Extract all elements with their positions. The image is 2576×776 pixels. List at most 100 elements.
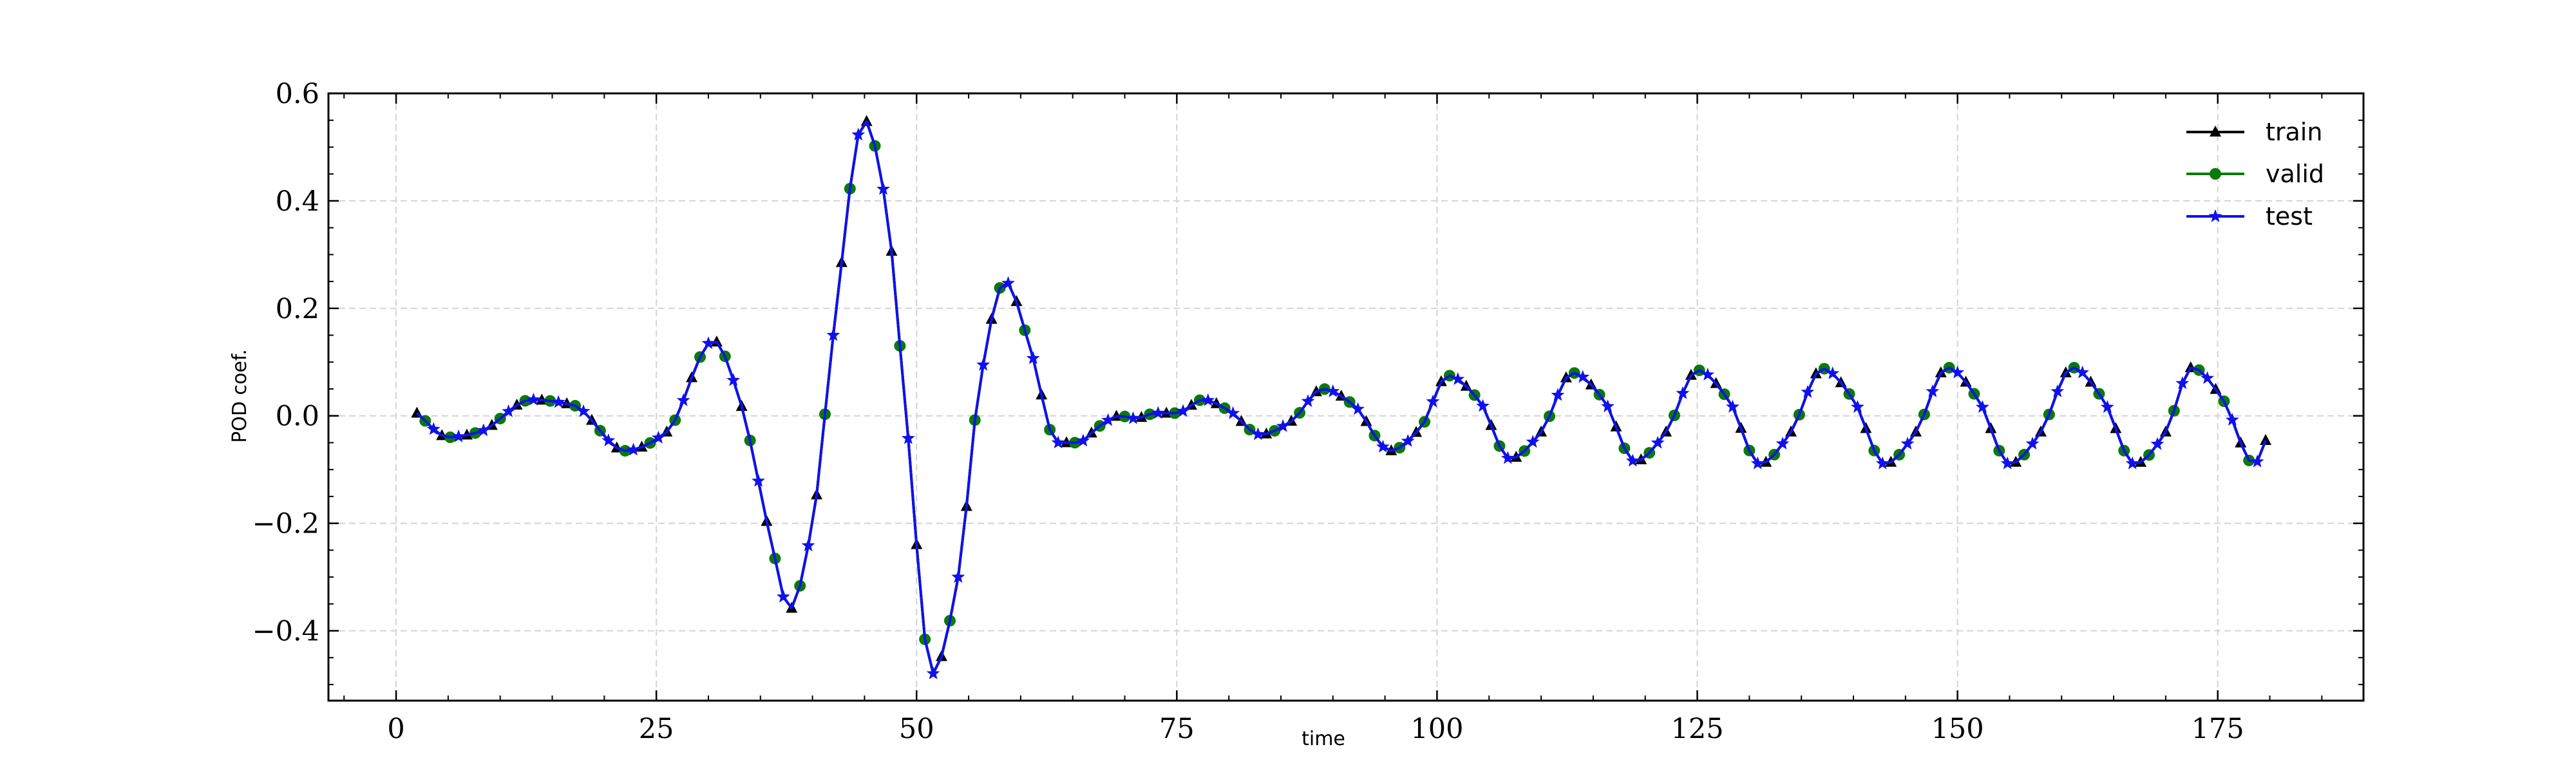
data-point-test <box>1451 372 1465 385</box>
x-axis-label: time <box>1302 728 1345 750</box>
data-point-test <box>2201 371 2214 384</box>
y-tick-label: −0.4 <box>252 616 319 648</box>
data-point-test <box>1251 427 1265 440</box>
data-point-test <box>527 392 540 406</box>
data-point-test <box>426 422 440 435</box>
data-point-test <box>1201 393 1215 406</box>
data-point-test <box>1051 435 1065 449</box>
data-point-test <box>1826 366 1840 379</box>
x-tick-label: 25 <box>639 713 674 745</box>
y-tick-label: 0.6 <box>276 78 319 110</box>
data-point-test <box>1226 406 1240 419</box>
y-tick-label: 0.0 <box>276 401 319 433</box>
data-point-test <box>1926 384 1940 397</box>
data-point-test <box>901 431 915 444</box>
legend-item-valid: valid <box>2186 160 2324 188</box>
data-point-test <box>1101 413 1115 426</box>
data-point-test <box>2025 437 2040 450</box>
data-point-test <box>2175 376 2190 390</box>
legend-label: valid <box>2266 160 2324 188</box>
data-point-test <box>1776 437 1790 450</box>
data-point-test <box>1975 400 1989 413</box>
data-point-test <box>576 404 591 417</box>
data-point-test <box>976 357 990 371</box>
axes: 0 25 50 75 100 125 150 175 −0.4 −0.2 0.0 0.2 0.4 0.6 <box>252 78 2365 745</box>
data-point-test <box>1851 400 1864 413</box>
data-point-test <box>551 395 565 408</box>
x-tick-label: 175 <box>2192 713 2244 745</box>
data-point-test <box>2250 454 2264 468</box>
data-point-test <box>1951 365 1965 379</box>
data-point-test <box>1501 451 1515 464</box>
data-point-test <box>826 328 840 341</box>
x-tick-label: 100 <box>1410 713 1463 745</box>
data-point-test <box>1551 388 1565 401</box>
data-point-test <box>1351 402 1365 415</box>
data-point-test <box>1276 419 1290 432</box>
data-point-test <box>1376 439 1390 453</box>
data-point-test <box>1750 456 1765 469</box>
data-point-train <box>2260 433 2272 445</box>
data-point-test <box>1026 351 1040 364</box>
data-point-test <box>1426 394 1440 408</box>
legend: train valid test <box>2186 118 2324 231</box>
x-tick-label: 0 <box>387 713 404 745</box>
data-point-test <box>1601 399 1615 413</box>
legend-item-train: train <box>2186 118 2322 146</box>
legend-item-test: test <box>2186 202 2313 231</box>
data-point-test <box>1401 433 1415 447</box>
x-tick-label: 50 <box>899 713 934 745</box>
y-axis-label: POD coef. <box>229 349 251 443</box>
data-point-test <box>477 423 491 437</box>
data-point-test <box>2000 456 2014 469</box>
data-point-test <box>627 442 641 456</box>
data-point-test <box>1676 386 1690 399</box>
data-point-test <box>1625 453 1640 467</box>
data-point-test <box>1001 276 1015 289</box>
data-point-test <box>2100 400 2114 413</box>
data-point-test <box>676 393 690 406</box>
data-point-test <box>502 404 516 417</box>
legend-label: test <box>2266 202 2313 231</box>
data-point-test <box>1326 384 1340 397</box>
data-point-test <box>726 373 741 386</box>
legend-marker <box>2210 126 2221 137</box>
data-point-test <box>2225 413 2239 426</box>
data-point-test <box>2150 437 2164 450</box>
legend-marker <box>2208 209 2222 222</box>
data-point-test <box>1151 406 1165 419</box>
data-point-test <box>752 473 765 487</box>
y-tick-label: 0.4 <box>276 185 319 218</box>
data-point-test <box>2125 456 2139 469</box>
data-point-test <box>2076 365 2089 379</box>
data-point-test <box>1801 384 1815 398</box>
data-point-test <box>1900 437 1915 450</box>
data-point-test <box>776 589 790 603</box>
data-point-test <box>601 433 616 446</box>
data-point-test <box>1126 411 1140 424</box>
data-point-test <box>1875 456 1889 469</box>
x-tick-label: 125 <box>1671 713 1723 745</box>
legend-marker <box>2210 168 2221 180</box>
y-tick-label: 0.2 <box>276 293 319 325</box>
data-point-test <box>1526 435 1540 448</box>
y-tick-label: −0.2 <box>252 508 319 540</box>
data-point-test <box>1301 394 1315 407</box>
data-point-test <box>1476 399 1490 412</box>
data-point-test <box>1176 404 1190 417</box>
data-point-test <box>1076 433 1090 447</box>
data-point-test <box>851 128 866 141</box>
data-point-test <box>1576 370 1590 383</box>
x-tick-label: 150 <box>1931 713 1984 745</box>
data-point-test <box>451 429 466 442</box>
data-point-test <box>651 430 665 444</box>
plot-area <box>411 115 2272 679</box>
data-point-test <box>701 336 715 350</box>
x-tick-label: 75 <box>1159 713 1195 745</box>
data-point-test <box>1701 368 1715 381</box>
data-point-test <box>2050 384 2065 397</box>
data-point-test <box>1726 399 1739 413</box>
